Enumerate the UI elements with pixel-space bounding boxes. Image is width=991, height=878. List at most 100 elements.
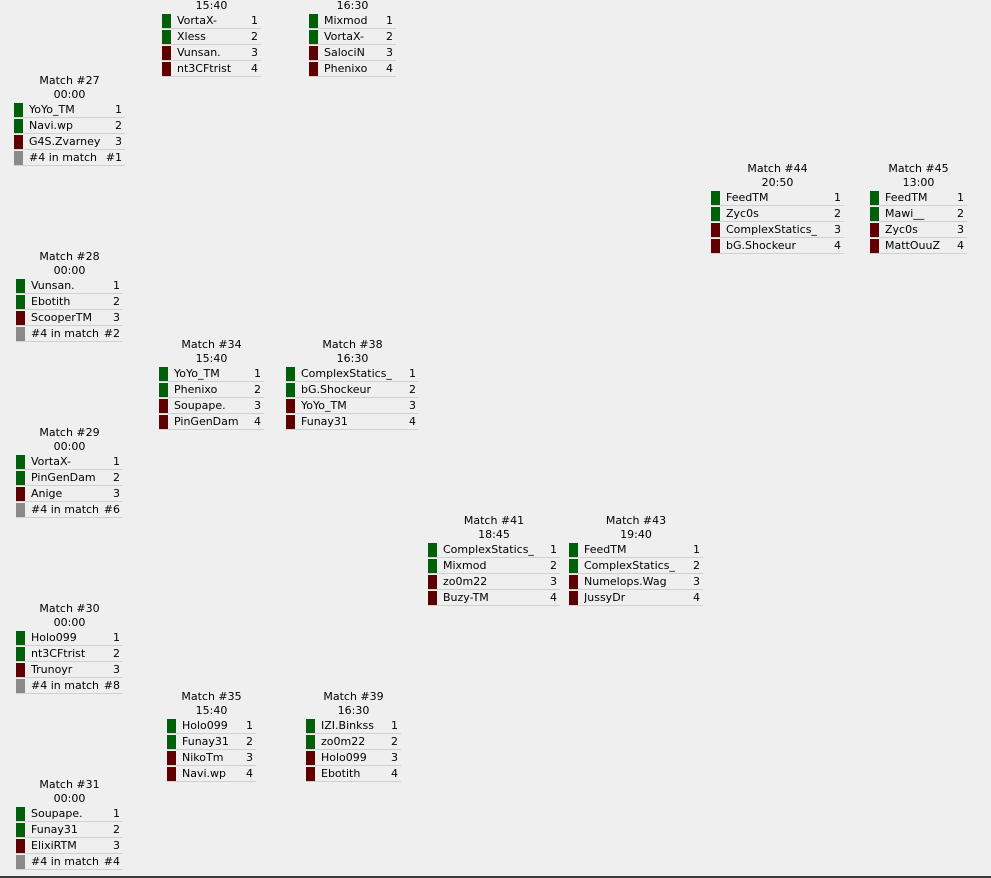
player-row[interactable]: nt3CFtrist 4 <box>162 61 261 77</box>
player-name: Soupape. <box>174 399 226 412</box>
player-row[interactable]: Zyc0s 3 <box>870 222 967 238</box>
player-name: ComplexStatics_ <box>443 543 534 556</box>
player-row[interactable]: JussyDr 4 <box>569 590 703 606</box>
player-row[interactable]: ElixiRTM 3 <box>16 838 123 854</box>
player-row[interactable]: ComplexStatics_ 1 <box>428 542 560 558</box>
match-header: Match #39 16:30 <box>306 690 401 718</box>
status-flag <box>16 662 25 677</box>
match-time: 00:00 <box>53 616 86 629</box>
player-row[interactable]: Mixmod 2 <box>428 558 560 574</box>
player-rank: 4 <box>693 591 700 604</box>
match-header: Match #41 18:45 <box>428 514 560 542</box>
player-name: Anige <box>31 487 63 500</box>
player-row[interactable]: IZI.Binkss 1 <box>306 718 401 734</box>
player-row[interactable]: Funay31 2 <box>167 734 256 750</box>
player-row[interactable]: ScooperTM 3 <box>16 310 123 326</box>
player-rank: 1 <box>113 631 120 644</box>
player-row[interactable]: FeedTM 1 <box>711 190 844 206</box>
player-rank: 1 <box>409 367 416 380</box>
player-row[interactable]: #4 in match #8 <box>16 678 123 694</box>
player-row[interactable]: Holo099 3 <box>306 750 401 766</box>
player-row[interactable]: YoYo_TM 1 <box>159 366 264 382</box>
status-flag <box>14 150 23 165</box>
player-row[interactable]: Holo099 1 <box>16 630 123 646</box>
player-row[interactable]: Mixmod 1 <box>309 13 396 29</box>
player-row[interactable]: Soupape. 1 <box>16 806 123 822</box>
player-row[interactable]: Navi.wp 4 <box>167 766 256 782</box>
player-row[interactable]: Phenixo 4 <box>309 61 396 77</box>
player-name: Navi.wp <box>182 767 227 780</box>
player-row[interactable]: PinGenDam 2 <box>16 470 123 486</box>
player-row[interactable]: Trunoyr 3 <box>16 662 123 678</box>
player-row[interactable]: SalociN 3 <box>309 45 396 61</box>
player-rank: 3 <box>251 46 258 59</box>
player-rank: 1 <box>957 191 964 204</box>
player-row[interactable]: Ebotith 2 <box>16 294 123 310</box>
player-row[interactable]: #4 in match #4 <box>16 854 123 870</box>
match-time: 00:00 <box>53 88 86 101</box>
player-row[interactable]: Navi.wp 2 <box>14 118 125 134</box>
player-name: Holo099 <box>31 631 77 644</box>
match-title: Match #31 <box>39 778 100 791</box>
player-name: Phenixo <box>174 383 218 396</box>
match-header: 15:40 <box>162 0 261 13</box>
player-row[interactable]: PinGenDam 4 <box>159 414 264 430</box>
status-flag <box>711 190 720 205</box>
match-title: Match #35 <box>181 690 242 703</box>
player-row[interactable]: bG.Shockeur 2 <box>286 382 419 398</box>
player-row[interactable]: VortaX- 2 <box>309 29 396 45</box>
player-row[interactable]: ComplexStatics_ 1 <box>286 366 419 382</box>
player-row[interactable]: G4S.Zvarney 3 <box>14 134 125 150</box>
player-row[interactable]: zo0m22 2 <box>306 734 401 750</box>
status-flag <box>286 382 295 397</box>
player-rank: 4 <box>386 62 393 75</box>
player-row[interactable]: Soupape. 3 <box>159 398 264 414</box>
player-row[interactable]: NikoTm 3 <box>167 750 256 766</box>
player-row[interactable]: Anige 3 <box>16 486 123 502</box>
player-rank: #8 <box>103 679 120 692</box>
player-rank: 4 <box>957 239 964 252</box>
player-row[interactable]: #4 in match #1 <box>14 150 125 166</box>
player-name: VortaX- <box>31 455 71 468</box>
player-row[interactable]: nt3CFtrist 2 <box>16 646 123 662</box>
match-time: 16:30 <box>336 0 369 12</box>
player-row[interactable]: Funay31 4 <box>286 414 419 430</box>
player-row[interactable]: bG.Shockeur 4 <box>711 238 844 254</box>
player-row[interactable]: FeedTM 1 <box>870 190 967 206</box>
player-row[interactable]: #4 in match #2 <box>16 326 123 342</box>
status-flag <box>162 13 171 28</box>
player-row[interactable]: Numelops.Wag 3 <box>569 574 703 590</box>
player-row[interactable]: FeedTM 1 <box>569 542 703 558</box>
player-row[interactable]: Ebotith 4 <box>306 766 401 782</box>
player-row[interactable]: ComplexStatics_ 2 <box>569 558 703 574</box>
player-row[interactable]: Holo099 1 <box>167 718 256 734</box>
player-row[interactable]: Zyc0s 2 <box>711 206 844 222</box>
player-row[interactable]: Phenixo 2 <box>159 382 264 398</box>
player-row[interactable]: Vunsan. 1 <box>16 278 123 294</box>
player-row[interactable]: MattOuuZ 4 <box>870 238 967 254</box>
player-rank: 2 <box>113 295 120 308</box>
player-row[interactable]: Mawi__ 2 <box>870 206 967 222</box>
player-row[interactable]: YoYo_TM 1 <box>14 102 125 118</box>
player-rank: 3 <box>113 311 120 324</box>
player-row[interactable]: VortaX- 1 <box>16 454 123 470</box>
player-row[interactable]: Xless 2 <box>162 29 261 45</box>
player-row[interactable]: YoYo_TM 3 <box>286 398 419 414</box>
player-row[interactable]: Funay31 2 <box>16 822 123 838</box>
status-flag <box>870 222 879 237</box>
status-flag <box>16 454 25 469</box>
player-rank: #4 <box>103 855 120 868</box>
player-row[interactable]: Vunsan. 3 <box>162 45 261 61</box>
player-rank: 2 <box>113 647 120 660</box>
player-row[interactable]: Buzy-TM 4 <box>428 590 560 606</box>
status-flag <box>306 766 315 781</box>
player-name: VortaX- <box>177 14 217 27</box>
match-header: Match #44 20:50 <box>711 162 844 190</box>
status-flag <box>14 118 23 133</box>
player-row[interactable]: ComplexStatics_ 3 <box>711 222 844 238</box>
player-name: FeedTM <box>726 191 769 204</box>
player-row[interactable]: VortaX- 1 <box>162 13 261 29</box>
player-row[interactable]: zo0m22 3 <box>428 574 560 590</box>
player-name: Holo099 <box>321 751 367 764</box>
player-row[interactable]: #4 in match #6 <box>16 502 123 518</box>
